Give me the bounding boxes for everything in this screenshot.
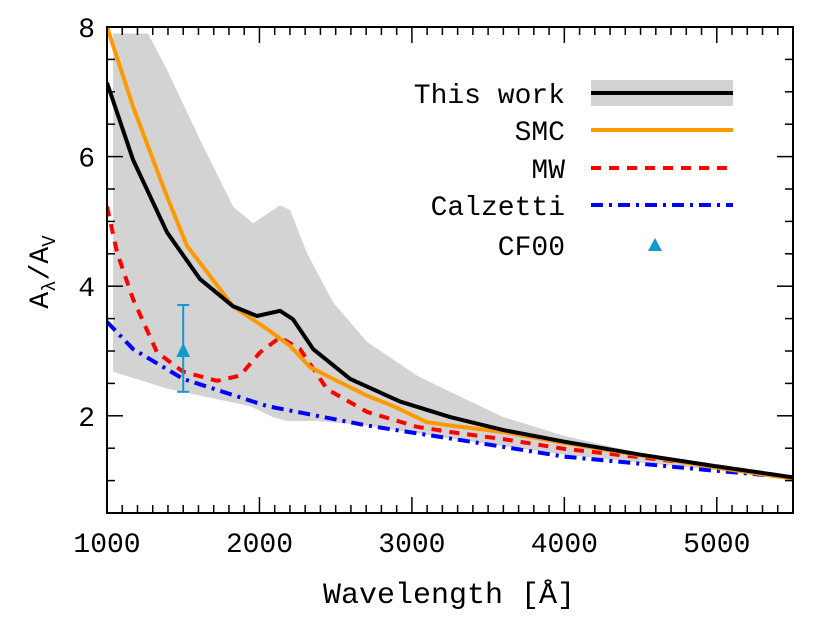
axes: 1000 2000 3000 4000 5000 2 4 6 8: [73, 15, 794, 561]
legend: This work SMC MW Calzetti CF00: [414, 80, 733, 264]
x-tick-label: 5000: [683, 530, 750, 561]
x-tick-label: 3000: [378, 530, 445, 561]
x-tick-label: 1000: [73, 530, 140, 561]
x-tick-label: 2000: [226, 530, 293, 561]
series-calzetti-line: [107, 320, 793, 480]
y-tick-label: 4: [78, 274, 95, 305]
y-tick-label: 2: [78, 404, 95, 435]
this-work-uncertainty-band: [113, 33, 793, 479]
plot-area: [107, 27, 793, 481]
y-axis-label: Aλ/AV: [26, 235, 61, 309]
y-tick-label: 8: [78, 15, 95, 46]
plot-frame: [106, 26, 794, 514]
legend-label: CF00: [498, 233, 565, 264]
series-mw-line: [107, 206, 793, 480]
x-tick-label: 4000: [531, 530, 598, 561]
legend-label: This work: [414, 81, 565, 112]
legend-cf00-marker: [648, 238, 662, 251]
plot-content: [107, 27, 793, 481]
cf00-triangle-marker: [176, 343, 191, 357]
y-tick-label: 6: [78, 145, 95, 176]
legend-label: MW: [531, 156, 565, 187]
legend-label: Calzetti: [431, 193, 565, 224]
legend-label: SMC: [515, 118, 565, 149]
series-this-work-line: [107, 82, 793, 480]
x-axis-label: Wavelength [Å]: [323, 579, 575, 613]
